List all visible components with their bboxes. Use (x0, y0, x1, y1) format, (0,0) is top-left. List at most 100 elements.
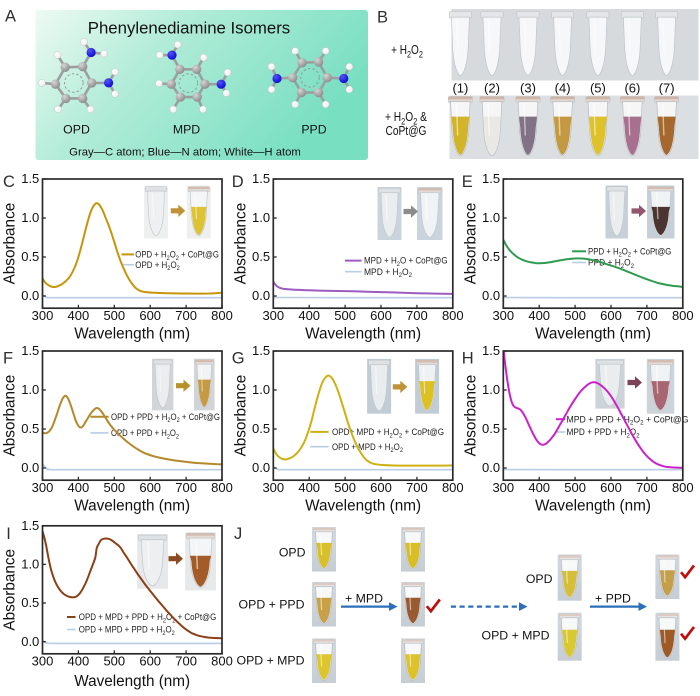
svg-text:MPD + PPD + H2​O2​ + CoPt@G: MPD + PPD + H2​O2​ + CoPt@G (567, 414, 689, 426)
svg-text:0.5: 0.5 (252, 421, 270, 436)
svg-text:500: 500 (564, 480, 586, 495)
svg-text:800: 800 (442, 308, 464, 323)
svg-text:1.0: 1.0 (252, 210, 270, 225)
svg-text:800: 800 (672, 308, 694, 323)
svg-text:CoPt@G: CoPt@G (386, 123, 427, 138)
svg-text:500: 500 (564, 308, 586, 323)
svg-text:(6): (6) (624, 81, 640, 96)
svg-text:1.5: 1.5 (252, 171, 270, 186)
svg-text:+ H2​O2​ &: + H2​O2​ & (385, 109, 427, 126)
svg-text:300: 300 (262, 308, 284, 323)
svg-text:Absorbance: Absorbance (2, 549, 19, 631)
svg-text:0.5: 0.5 (21, 249, 39, 264)
svg-text:C: C (3, 173, 15, 191)
svg-text:0.0: 0.0 (21, 288, 39, 303)
svg-text:MPD: MPD (173, 123, 200, 137)
svg-text:Wavelength (nm): Wavelength (nm) (305, 326, 421, 343)
svg-text:OPD + MPD + PPD + H2​O2​ + CoP: OPD + MPD + PPD + H2​O2​ + CoPt@G (79, 612, 217, 624)
svg-text:500: 500 (103, 480, 125, 495)
svg-text:1.0: 1.0 (252, 382, 270, 397)
svg-text:G: G (232, 350, 245, 368)
svg-text:1.0: 1.0 (482, 210, 500, 225)
svg-text:1.0: 1.0 (21, 557, 39, 572)
svg-text:Wavelength (nm): Wavelength (nm) (535, 498, 651, 515)
svg-text:400: 400 (68, 653, 90, 668)
svg-text:700: 700 (406, 308, 428, 323)
svg-text:500: 500 (334, 480, 356, 495)
svg-text:OPD + H2​O2​ + CoPt@G: OPD + H2​O2​ + CoPt@G (135, 250, 219, 262)
svg-text:PPD + H2​O2​ + CoPt@G: PPD + H2​O2​ + CoPt@G (588, 246, 672, 258)
svg-text:600: 600 (370, 480, 392, 495)
svg-text:1.5: 1.5 (21, 343, 39, 358)
svg-text:OPD + MPD + PPD + H2​O2​: OPD + MPD + PPD + H2​O2​ (79, 625, 175, 637)
svg-text:MPD + H2​O + CoPt@G: MPD + H2​O + CoPt@G (364, 256, 448, 268)
svg-text:Absorbance: Absorbance (2, 203, 19, 285)
svg-text:E: E (462, 173, 473, 191)
svg-text:400: 400 (68, 308, 90, 323)
svg-text:400: 400 (68, 480, 90, 495)
svg-text:600: 600 (139, 653, 161, 668)
svg-text:0.0: 0.0 (252, 460, 270, 475)
svg-text:Phenylenediamine Isomers: Phenylenediamine Isomers (88, 19, 290, 38)
svg-text:OPD + PPD + H2​O2​ + CoPt@G: OPD + PPD + H2​O2​ + CoPt@G (111, 412, 220, 424)
svg-text:Wavelength (nm): Wavelength (nm) (535, 326, 651, 343)
svg-text:800: 800 (211, 308, 233, 323)
svg-text:Wavelength (nm): Wavelength (nm) (74, 498, 190, 515)
svg-text:Absorbance: Absorbance (232, 203, 249, 285)
svg-text:1.0: 1.0 (482, 382, 500, 397)
svg-text:(3): (3) (520, 81, 536, 96)
svg-text:700: 700 (636, 480, 658, 495)
svg-text:300: 300 (32, 308, 54, 323)
svg-text:400: 400 (298, 480, 320, 495)
svg-text:OPD + MPD: OPD + MPD (237, 654, 305, 668)
svg-text:300: 300 (32, 480, 54, 495)
svg-text:800: 800 (211, 480, 233, 495)
svg-text:+ PPD: + PPD (595, 591, 631, 605)
svg-text:700: 700 (175, 480, 197, 495)
svg-text:(7): (7) (659, 81, 675, 96)
svg-text:600: 600 (600, 308, 622, 323)
svg-text:0.5: 0.5 (482, 249, 500, 264)
svg-text:1.5: 1.5 (482, 343, 500, 358)
svg-text:Absorbance: Absorbance (462, 375, 479, 457)
svg-text:1.5: 1.5 (21, 518, 39, 533)
svg-text:800: 800 (442, 480, 464, 495)
svg-text:0.0: 0.0 (252, 288, 270, 303)
svg-text:OPD: OPD (279, 546, 306, 560)
svg-text:MPD + PPD + H2​O2​: MPD + PPD + H2​O2​ (567, 427, 640, 439)
svg-text:OPD + PPD + H2​O2​: OPD + PPD + H2​O2​ (111, 428, 179, 440)
svg-text:OPD + MPD: OPD + MPD (482, 629, 550, 643)
svg-text:(4): (4) (555, 81, 571, 96)
svg-text:Wavelength (nm): Wavelength (nm) (74, 326, 190, 343)
svg-text:1.5: 1.5 (482, 171, 500, 186)
svg-text:(1): (1) (452, 81, 468, 96)
svg-text:0.5: 0.5 (21, 421, 39, 436)
svg-text:PPD: PPD (301, 123, 326, 137)
svg-text:0.5: 0.5 (252, 249, 270, 264)
svg-text:600: 600 (600, 480, 622, 495)
svg-text:1.5: 1.5 (252, 343, 270, 358)
svg-text:800: 800 (672, 480, 694, 495)
svg-text:300: 300 (262, 480, 284, 495)
svg-text:Wavelength (nm): Wavelength (nm) (74, 673, 190, 690)
svg-text:800: 800 (211, 653, 233, 668)
svg-text:OPD: OPD (526, 572, 553, 586)
svg-text:+ H2​O2​: + H2​O2​ (391, 42, 423, 59)
svg-text:1.0: 1.0 (21, 210, 39, 225)
svg-text:0.0: 0.0 (21, 460, 39, 475)
svg-text:700: 700 (175, 308, 197, 323)
svg-text:OPD + MPD + H2​O2​: OPD + MPD + H2​O2​ (332, 442, 403, 454)
svg-text:F: F (3, 350, 13, 368)
svg-text:Absorbance: Absorbance (232, 375, 249, 457)
svg-text:600: 600 (139, 308, 161, 323)
svg-text:500: 500 (103, 653, 125, 668)
svg-text:OPD: OPD (63, 123, 90, 137)
svg-text:700: 700 (406, 480, 428, 495)
svg-text:700: 700 (636, 308, 658, 323)
svg-text:700: 700 (175, 653, 197, 668)
svg-text:J: J (234, 525, 242, 543)
svg-text:1.5: 1.5 (21, 171, 39, 186)
svg-text:+ MPD: + MPD (345, 591, 383, 605)
svg-text:Absorbance: Absorbance (2, 375, 19, 457)
svg-text:400: 400 (298, 308, 320, 323)
